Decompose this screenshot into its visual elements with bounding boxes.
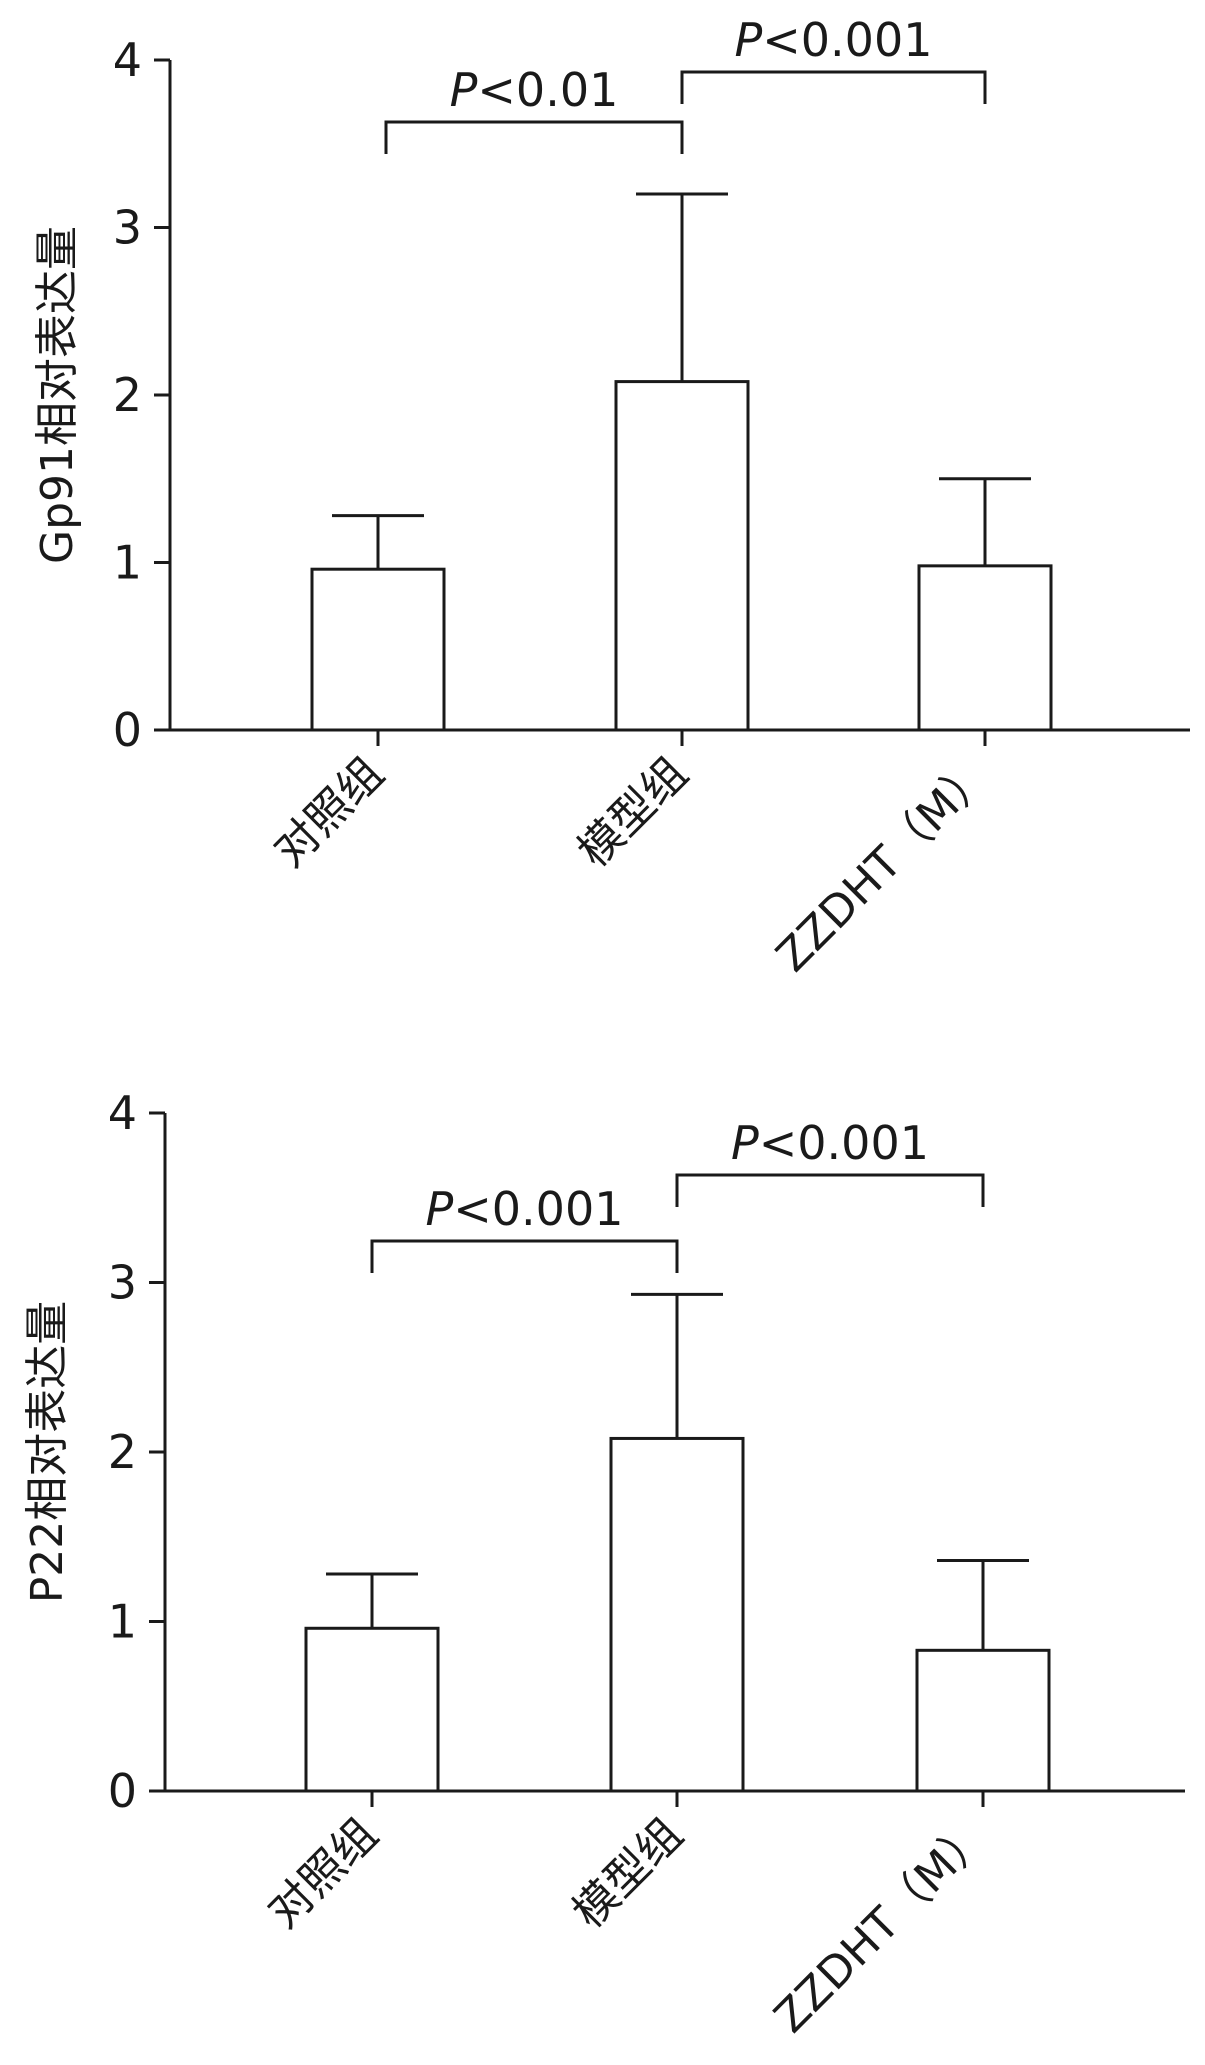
significance-bracket xyxy=(675,1173,985,1207)
y-tick-label: 4 xyxy=(113,33,142,87)
p-symbol: P xyxy=(426,1182,454,1236)
category-label: ZZDHT（M） xyxy=(765,1809,999,2043)
category-label: 模型组 xyxy=(568,748,697,877)
y-axis-title: Gp91相对表达量 xyxy=(32,226,83,564)
p-symbol: P xyxy=(731,1116,759,1170)
p-value: <0.01 xyxy=(477,63,618,117)
significance-bracket xyxy=(384,120,684,154)
y-tick-label: 1 xyxy=(108,1595,137,1649)
bar-2 xyxy=(614,380,750,732)
y-tick-label: 0 xyxy=(108,1764,137,1818)
y-tick-label: 3 xyxy=(108,1256,137,1310)
significance-bracket xyxy=(370,1239,679,1273)
bar-1 xyxy=(310,567,446,732)
y-tick-label: 1 xyxy=(113,536,142,590)
p-value: <0.001 xyxy=(453,1182,623,1236)
category-label: ZZDHT（M） xyxy=(767,748,1001,982)
p-symbol: P xyxy=(735,13,763,67)
p-value: <0.001 xyxy=(759,1116,929,1170)
significance-bracket xyxy=(680,70,987,104)
bar-3 xyxy=(917,564,1053,732)
bar-3 xyxy=(915,1648,1051,1793)
y-tick-label: 3 xyxy=(113,201,142,255)
p22-bar-chart: 0 1 2 3 4 P22相对表达量 对照组 模型组 ZZDHT（M） P<0.001 P<0.00… xyxy=(0,1033,1205,2065)
bar-1 xyxy=(304,1626,440,1793)
y-axis-title: P22相对表达量 xyxy=(22,1301,73,1604)
significance-label: P<0.01 xyxy=(450,63,619,117)
category-label: 模型组 xyxy=(563,1809,692,1938)
y-tick-label: 2 xyxy=(113,368,142,422)
y-tick-label: 2 xyxy=(108,1425,137,1479)
y-tick-label: 0 xyxy=(113,703,142,757)
p-value: <0.001 xyxy=(762,13,932,67)
category-label: 对照组 xyxy=(264,748,393,877)
y-tick-label: 4 xyxy=(108,1086,137,1140)
significance-label: P<0.001 xyxy=(731,1116,929,1170)
p-symbol: P xyxy=(450,63,478,117)
bar-2 xyxy=(609,1436,745,1793)
gp91-bar-chart: 0 1 2 3 4 Gp91相对表达量 对照组 模型组 ZZDHT（M） P<0.01 P<0.00… xyxy=(0,0,1205,1032)
category-label: 对照组 xyxy=(258,1809,387,1938)
significance-label: P<0.001 xyxy=(426,1182,624,1236)
significance-label: P<0.001 xyxy=(735,13,933,67)
